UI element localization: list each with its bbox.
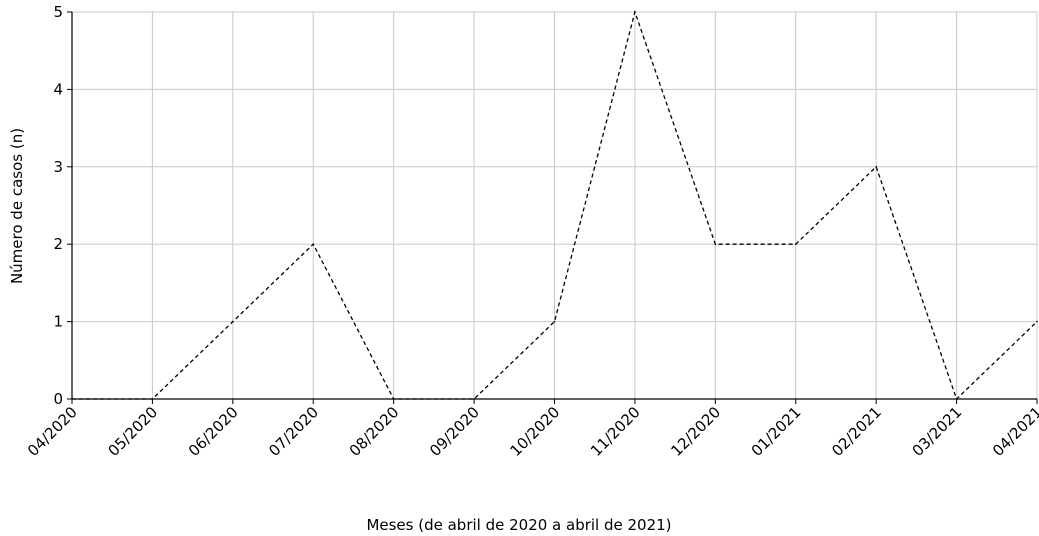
data-point bbox=[232, 320, 234, 323]
y-tick-label: 2 bbox=[53, 235, 63, 253]
data-point bbox=[71, 398, 73, 400]
y-tick-labels: 0 1 2 3 4 5 bbox=[53, 3, 63, 408]
x-tick-label: 04/2020 bbox=[24, 403, 81, 460]
x-tick-label: 05/2020 bbox=[104, 403, 161, 460]
data-point bbox=[151, 398, 154, 400]
x-tick-label: 07/2020 bbox=[265, 403, 322, 460]
x-tick-label: 04/2021 bbox=[989, 403, 1039, 460]
y-axis-title: Número de casos (n) bbox=[8, 128, 26, 284]
axes bbox=[67, 11, 1038, 404]
series-layer bbox=[71, 9, 1038, 401]
x-tick-label: 06/2020 bbox=[185, 403, 242, 460]
data-point bbox=[634, 11, 636, 13]
data-point bbox=[473, 398, 475, 400]
data-point bbox=[955, 398, 958, 400]
x-tick-label: 09/2020 bbox=[426, 403, 483, 460]
y-tick-label: 3 bbox=[53, 158, 63, 176]
data-point bbox=[392, 398, 395, 400]
data-point bbox=[794, 243, 797, 245]
data-point bbox=[553, 320, 556, 323]
y-tick-label: 0 bbox=[53, 390, 63, 408]
x-tick-label: 01/2021 bbox=[748, 403, 805, 460]
x-tick-label: 11/2020 bbox=[587, 403, 644, 460]
data-point bbox=[714, 243, 717, 245]
x-tick-label: 10/2020 bbox=[507, 403, 564, 460]
x-tick-label: 12/2020 bbox=[667, 403, 724, 460]
x-tick-label: 02/2021 bbox=[828, 403, 885, 460]
x-tick-label: 03/2021 bbox=[909, 403, 966, 460]
x-tick-label: 08/2020 bbox=[346, 403, 403, 460]
y-tick-label: 4 bbox=[53, 80, 63, 98]
data-point bbox=[1036, 320, 1038, 323]
data-point bbox=[312, 243, 315, 245]
grid-lines bbox=[72, 11, 1038, 399]
y-tick-label: 5 bbox=[53, 3, 63, 21]
data-point bbox=[875, 166, 877, 168]
x-tick-labels: 04/2020 05/2020 06/2020 07/2020 08/2020 09/20… bbox=[24, 403, 1039, 460]
y-tick-label: 1 bbox=[53, 313, 63, 331]
x-axis-title: Meses (de abril de 2020 a abril de 2021) bbox=[366, 516, 671, 534]
